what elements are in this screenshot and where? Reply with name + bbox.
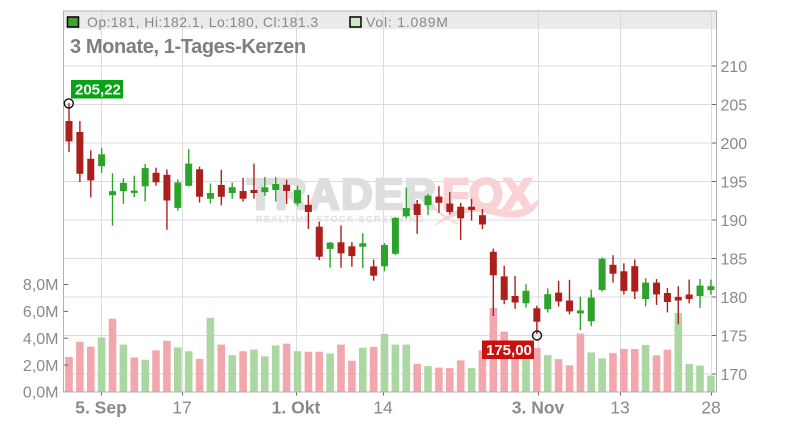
svg-text:Op:181, Hi:182.1, Lo:180, Cl:1: Op:181, Hi:182.1, Lo:180, Cl:181.3 [87,14,319,30]
svg-text:8,0M: 8,0M [23,277,59,294]
svg-text:3. Nov: 3. Nov [512,397,565,417]
svg-text:190: 190 [721,213,748,230]
svg-text:180: 180 [721,290,748,307]
svg-text:3 Monate, 1-Tages-Kerzen: 3 Monate, 1-Tages-Kerzen [70,36,306,58]
svg-text:1. Okt: 1. Okt [272,397,321,417]
svg-text:205,22: 205,22 [75,82,121,99]
svg-text:170: 170 [721,367,748,384]
svg-text:205: 205 [721,98,748,115]
svg-text:0,0M: 0,0M [23,385,59,402]
svg-text:185: 185 [721,252,748,269]
svg-text:28: 28 [701,397,720,417]
svg-text:14: 14 [373,397,393,417]
svg-text:175,00: 175,00 [486,342,532,359]
svg-text:5. Sep: 5. Sep [75,397,127,417]
svg-text:195: 195 [721,175,748,192]
svg-text:2,0M: 2,0M [23,358,59,375]
svg-text:200: 200 [721,136,748,153]
svg-text:6,0M: 6,0M [23,304,59,321]
svg-text:210: 210 [721,59,748,76]
svg-text:REALTIME STOCK SCREENING: REALTIME STOCK SCREENING [256,214,425,224]
svg-text:17: 17 [172,397,191,417]
svg-text:4,0M: 4,0M [23,331,59,348]
svg-text:175: 175 [721,329,748,346]
svg-text:Vol: 1.089M: Vol: 1.089M [366,14,449,30]
svg-text:13: 13 [610,397,629,417]
